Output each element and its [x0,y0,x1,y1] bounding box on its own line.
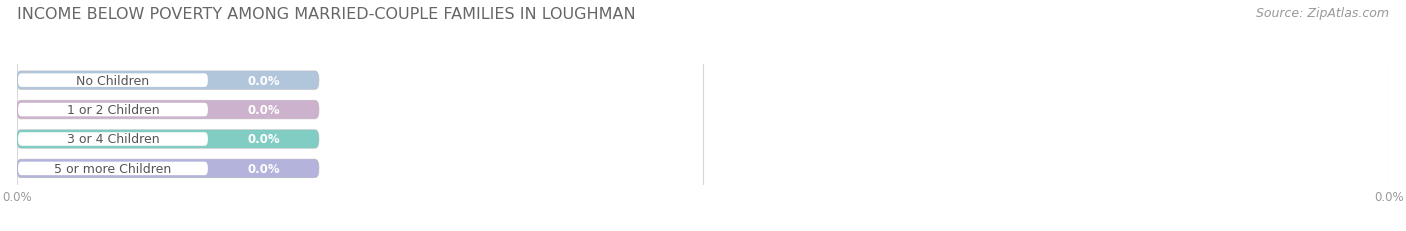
Text: No Children: No Children [76,74,149,87]
FancyBboxPatch shape [17,160,319,178]
FancyBboxPatch shape [17,130,319,149]
FancyBboxPatch shape [18,133,208,146]
FancyBboxPatch shape [17,130,319,149]
Text: Source: ZipAtlas.com: Source: ZipAtlas.com [1256,7,1389,20]
FancyBboxPatch shape [17,101,319,119]
FancyBboxPatch shape [18,162,208,175]
FancyBboxPatch shape [18,74,208,88]
Text: 0.0%: 0.0% [247,74,280,87]
Text: 5 or more Children: 5 or more Children [55,162,172,175]
Text: 0.0%: 0.0% [247,133,280,146]
FancyBboxPatch shape [17,101,319,119]
FancyBboxPatch shape [17,72,319,90]
FancyBboxPatch shape [17,72,319,90]
Text: 3 or 4 Children: 3 or 4 Children [66,133,159,146]
Text: 0.0%: 0.0% [247,162,280,175]
FancyBboxPatch shape [18,103,208,117]
Text: 0.0%: 0.0% [247,104,280,117]
FancyBboxPatch shape [17,160,319,178]
Text: INCOME BELOW POVERTY AMONG MARRIED-COUPLE FAMILIES IN LOUGHMAN: INCOME BELOW POVERTY AMONG MARRIED-COUPL… [17,7,636,22]
Text: 1 or 2 Children: 1 or 2 Children [66,104,159,117]
